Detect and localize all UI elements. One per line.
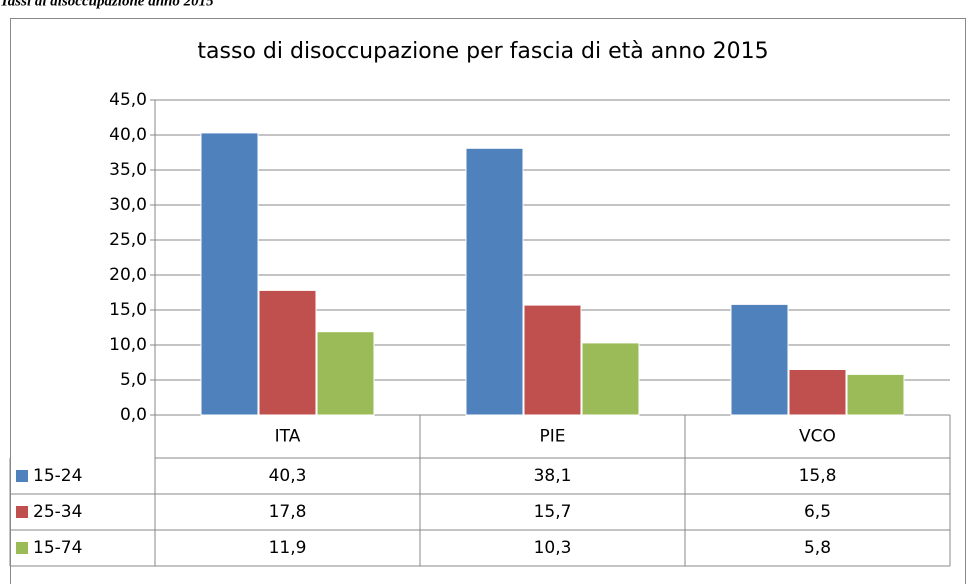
x-tick-label: PIE: [539, 427, 565, 447]
y-tick-label: 35,0: [109, 160, 147, 180]
y-tick-label: 30,0: [109, 195, 147, 215]
x-tick-label: VCO: [799, 427, 836, 447]
bar: [200, 132, 259, 416]
legend-key: [16, 506, 28, 518]
table-cell: 6,5: [804, 502, 831, 522]
y-tick-label: 10,0: [109, 335, 147, 355]
table-cell: 15,7: [534, 502, 572, 522]
x-tick-label: ITA: [275, 427, 301, 447]
table-cell: 15,8: [799, 466, 837, 486]
bar: [581, 342, 640, 416]
bar: [523, 304, 582, 416]
legend-key: [16, 542, 28, 554]
table-cell: 5,8: [804, 538, 831, 558]
y-tick-label: 45,0: [109, 90, 147, 110]
table-cell: 11,9: [269, 538, 307, 558]
bar: [788, 369, 847, 416]
y-tick-label: 20,0: [109, 265, 147, 285]
table-cell: 40,3: [269, 466, 307, 486]
table-cell: 10,3: [534, 538, 572, 558]
legend-label: 15-74: [33, 538, 82, 558]
legend-label: 25-34: [33, 502, 82, 522]
caption: Tassi di disoccupazione anno 2015: [0, 0, 214, 9]
table-cell: 38,1: [534, 466, 572, 486]
bar: [465, 147, 524, 416]
y-tick-label: 0,0: [120, 405, 147, 425]
bar: [316, 331, 375, 416]
legend-label: 15-24: [33, 466, 82, 486]
y-tick-label: 40,0: [109, 125, 147, 145]
y-tick-label: 5,0: [120, 370, 147, 390]
bar: [258, 289, 317, 416]
y-tick-label: 25,0: [109, 230, 147, 250]
bar: [846, 373, 905, 416]
chart-title: tasso di disoccupazione per fascia di et…: [197, 39, 768, 64]
table-cell: 17,8: [269, 502, 307, 522]
y-tick-label: 15,0: [109, 300, 147, 320]
bar: [730, 303, 789, 416]
legend-key: [16, 470, 28, 482]
